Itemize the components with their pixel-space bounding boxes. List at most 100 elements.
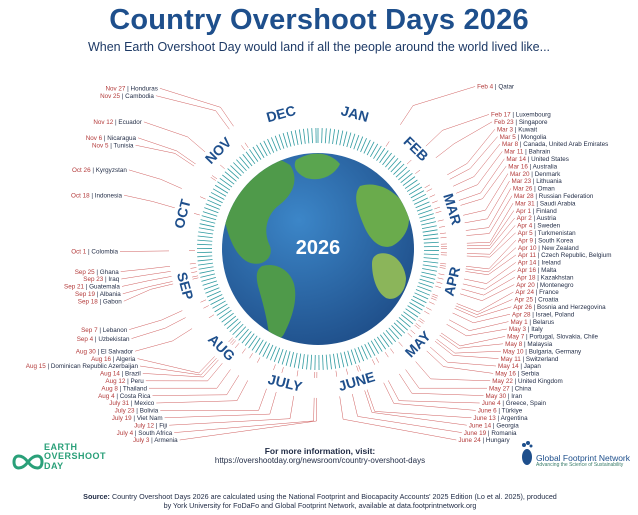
- day-tick: [411, 298, 425, 307]
- overshoot-date: Sep 19: [75, 291, 95, 298]
- day-tick: [204, 207, 219, 214]
- country-label: June 13 | Argentina: [473, 415, 528, 422]
- day-tick: [278, 134, 285, 149]
- country-name: Mexico: [134, 400, 154, 407]
- country-label: May 22 | United Kingdom: [492, 378, 563, 385]
- month-label: APR: [441, 265, 463, 297]
- day-tick: [385, 155, 396, 168]
- country-name: Sweden: [537, 223, 560, 230]
- day-tick: [369, 143, 379, 158]
- country-label: Apr 18 | Kazakhstan: [517, 274, 574, 281]
- country-label: Mar 20 | Denmark: [510, 171, 561, 178]
- month-label: JAN: [339, 102, 370, 125]
- country-name: Ghana: [100, 269, 119, 276]
- country-label: May 30 | Iran: [485, 393, 522, 400]
- country-name: Turkmenistan: [538, 230, 576, 237]
- day-tick: [353, 134, 360, 150]
- day-tick: [210, 192, 225, 200]
- country-name: Romania: [491, 430, 517, 437]
- country-name: Bosnia and Herzegovina: [537, 304, 606, 311]
- country-name: Czech Republic, Belgium: [541, 252, 611, 259]
- day-tick: [342, 131, 348, 147]
- day-tick: [285, 351, 291, 366]
- day-tick: [322, 354, 324, 370]
- label-separator: |: [91, 167, 96, 174]
- label-separator: |: [120, 93, 125, 100]
- country-label: June 24 | Hungary: [458, 437, 510, 444]
- more-info-url[interactable]: https://overshootday.org/newsroom/countr…: [214, 456, 426, 465]
- gfn-name: Global Footprint Network: [536, 453, 631, 463]
- label-separator: |: [491, 422, 496, 429]
- overshoot-date: Nov 12: [93, 119, 113, 126]
- country-name: Malaysia: [527, 341, 552, 348]
- label-separator: |: [481, 437, 486, 444]
- overshoot-date: Mar 26: [513, 186, 533, 193]
- label-separator: |: [90, 192, 95, 199]
- day-tick: [421, 221, 436, 226]
- label-separator: |: [524, 348, 529, 355]
- gfn-wordmark: Global Footprint Network Advancing the S…: [536, 454, 630, 468]
- month-label: SEP: [174, 270, 197, 301]
- label-separator: |: [531, 311, 536, 318]
- day-tick: [197, 255, 213, 258]
- country-label: Mar 26 | Oman: [513, 186, 555, 193]
- country-name: Kazakhstan: [541, 274, 574, 281]
- label-separator: |: [536, 267, 541, 274]
- overshoot-date: Apr 10: [518, 245, 537, 252]
- day-tick: [407, 305, 421, 314]
- day-tick: [210, 297, 225, 305]
- overshoot-date: May 8: [505, 341, 523, 348]
- overshoot-date: Aug 14: [100, 371, 120, 378]
- country-name: Indonesia: [95, 192, 123, 199]
- country-name: Argentina: [501, 415, 528, 422]
- country-label: Mar 3 | Kuwait: [497, 126, 537, 133]
- overshoot-date: May 7: [507, 334, 525, 341]
- more-info-heading: For more information, visit:: [264, 446, 376, 456]
- label-separator: |: [93, 336, 98, 343]
- eod-word-1: EARTH: [44, 442, 78, 452]
- overshoot-date: June 19: [464, 430, 487, 437]
- day-tick: [302, 354, 305, 370]
- day-tick: [270, 137, 278, 152]
- label-separator: |: [86, 249, 91, 256]
- country-name: Mongolia: [521, 134, 547, 141]
- day-tick: [273, 347, 281, 362]
- country-label: Apr 4 | Sweden: [517, 223, 560, 230]
- day-tick: [400, 173, 413, 184]
- day-tick: [373, 338, 383, 352]
- country-label: Oct 1 | Colombia: [71, 249, 118, 256]
- country-label: Aug 8 | Thailand: [101, 385, 147, 392]
- day-tick: [405, 308, 419, 318]
- label-separator: |: [537, 245, 542, 252]
- day-tick: [281, 350, 287, 365]
- overshoot-date: July 3: [133, 437, 150, 444]
- overshoot-date: Aug 12: [105, 378, 125, 385]
- day-tick: [418, 209, 433, 215]
- day-tick: [398, 169, 411, 181]
- day-tick: [332, 129, 336, 145]
- day-tick: [408, 186, 423, 196]
- day-tick: [385, 330, 396, 343]
- month-label: DEC: [265, 102, 298, 125]
- day-tick: [379, 334, 390, 348]
- country-name: Fiji: [159, 422, 167, 429]
- country-name: Colombia: [91, 249, 118, 256]
- country-label: Apr 14 | Ireland: [518, 260, 561, 267]
- center-year: 2026: [296, 237, 341, 259]
- day-tick: [286, 131, 292, 147]
- label-separator: |: [536, 260, 541, 267]
- label-separator: |: [532, 215, 537, 222]
- country-label: Apr 11 | Czech Republic, Belgium: [518, 252, 612, 259]
- label-separator: |: [95, 269, 100, 276]
- overshoot-date: Mar 14: [506, 156, 526, 163]
- country-name: Uzbekistan: [98, 336, 130, 343]
- day-tick: [422, 264, 438, 268]
- day-tick: [393, 322, 406, 334]
- day-tick: [404, 179, 418, 189]
- overshoot-date: July 31: [109, 400, 129, 407]
- day-tick: [245, 151, 256, 165]
- day-tick: [270, 346, 277, 361]
- footprint-icon: [522, 441, 533, 465]
